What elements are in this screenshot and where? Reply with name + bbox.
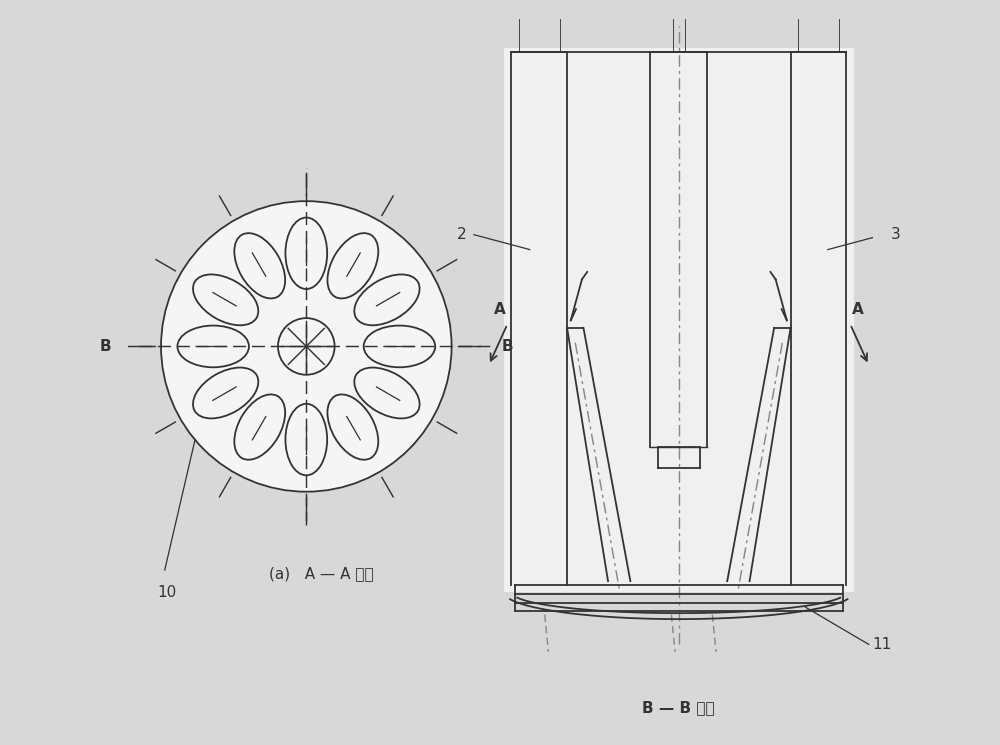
Text: B: B (99, 339, 111, 354)
Text: 10: 10 (157, 585, 177, 600)
Text: A: A (852, 302, 863, 317)
Text: 2: 2 (457, 227, 466, 242)
Text: (a)   A — A 剖视: (a) A — A 剖视 (269, 566, 374, 581)
Text: A: A (494, 302, 506, 317)
Text: 3: 3 (891, 227, 901, 242)
Circle shape (161, 201, 452, 492)
Text: B — B 剖视: B — B 剖视 (642, 700, 715, 715)
Text: 11: 11 (872, 637, 892, 652)
Text: B: B (502, 339, 513, 354)
FancyBboxPatch shape (504, 48, 854, 592)
